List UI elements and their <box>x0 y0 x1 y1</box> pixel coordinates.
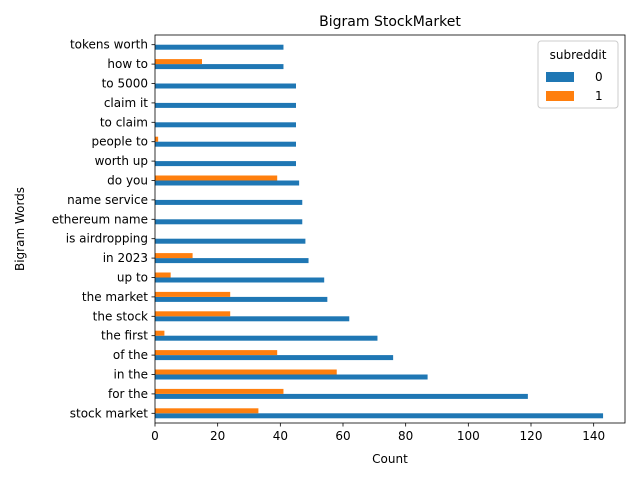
y-tick-label: people to <box>91 135 148 149</box>
bar-series-1-12 <box>155 175 278 181</box>
x-tick-label: 140 <box>582 429 605 443</box>
bar-series-0-13 <box>155 161 296 167</box>
x-tick-label: 20 <box>210 429 225 443</box>
bar-series-0-16 <box>155 102 296 108</box>
chart-title: Bigram StockMarket <box>319 14 461 30</box>
y-tick-label: the stock <box>93 309 148 323</box>
x-tick-label: 60 <box>335 429 350 443</box>
y-tick-label: tokens worth <box>70 38 148 52</box>
x-tick-label: 120 <box>520 429 543 443</box>
y-tick-label: the market <box>82 290 148 304</box>
y-tick-label: up to <box>117 271 148 285</box>
x-tick-label: 100 <box>457 429 480 443</box>
bar-series-0-17 <box>155 83 296 89</box>
y-tick-label: worth up <box>95 154 148 168</box>
plot-area <box>155 44 604 419</box>
y-tick-label: for the <box>108 387 148 401</box>
y-tick-label: stock market <box>70 406 149 420</box>
legend-label-1: 1 <box>595 89 603 103</box>
x-axis: 0 20 40 60 80 100 120 140 <box>151 423 605 443</box>
bar-series-0-8 <box>155 258 309 264</box>
legend-swatch-0 <box>546 72 574 82</box>
bar-series-1-1 <box>155 388 284 394</box>
bar-series-0-15 <box>155 122 296 128</box>
y-tick-label: the first <box>101 329 148 343</box>
y-tick-label: in 2023 <box>103 251 148 265</box>
bar-series-0-4 <box>155 335 378 341</box>
y-tick-label: to 5000 <box>102 77 148 91</box>
y-tick-label: to claim <box>100 115 148 129</box>
bar-series-0-12 <box>155 180 300 186</box>
y-tick-label: name service <box>67 193 148 207</box>
y-tick-label: claim it <box>104 96 148 110</box>
bar-series-1-0 <box>155 408 259 414</box>
bar-series-1-6 <box>155 291 231 297</box>
y-tick-label: do you <box>107 174 148 188</box>
y-tick-label: is airdropping <box>66 232 148 246</box>
bar-series-0-7 <box>155 277 325 283</box>
bar-series-1-5 <box>155 311 231 317</box>
bar-series-0-9 <box>155 238 306 244</box>
plot-frame <box>154 34 626 424</box>
y-axis: stock market for the in the of the the first… <box>52 38 155 420</box>
bar-series-0-11 <box>155 199 303 205</box>
x-tick-label: 40 <box>273 429 288 443</box>
bar-series-1-7 <box>155 272 171 278</box>
legend-title: subreddit <box>550 48 607 62</box>
legend-label-0: 0 <box>595 70 603 84</box>
y-tick-label: of the <box>113 348 148 362</box>
legend: subreddit 0 1 <box>537 40 619 109</box>
bar-series-0-18 <box>155 64 284 70</box>
bar-series-0-3 <box>155 355 394 361</box>
y-tick-label: ethereum name <box>52 212 148 226</box>
x-tick-label: 0 <box>151 429 159 443</box>
bar-series-0-0 <box>155 413 604 419</box>
bar-series-0-2 <box>155 374 428 380</box>
bar-series-0-5 <box>155 316 350 322</box>
y-tick-label: in the <box>114 368 148 382</box>
bar-series-0-1 <box>155 393 528 399</box>
x-tick-label: 80 <box>398 429 413 443</box>
x-axis-label: Count <box>372 452 408 466</box>
bar-series-0-14 <box>155 141 296 147</box>
y-axis-label: Bigram Words <box>13 187 27 271</box>
y-tick-label: how to <box>107 57 148 71</box>
bar-series-1-18 <box>155 59 202 65</box>
bar-series-0-6 <box>155 296 328 302</box>
bar-series-1-3 <box>155 350 278 356</box>
bar-series-0-10 <box>155 219 303 225</box>
bar-series-1-4 <box>155 330 165 336</box>
bar-series-1-2 <box>155 369 337 375</box>
bar-series-1-8 <box>155 253 193 259</box>
bar-series-1-14 <box>155 136 159 142</box>
bar-series-0-19 <box>155 44 284 50</box>
legend-swatch-1 <box>546 91 574 101</box>
